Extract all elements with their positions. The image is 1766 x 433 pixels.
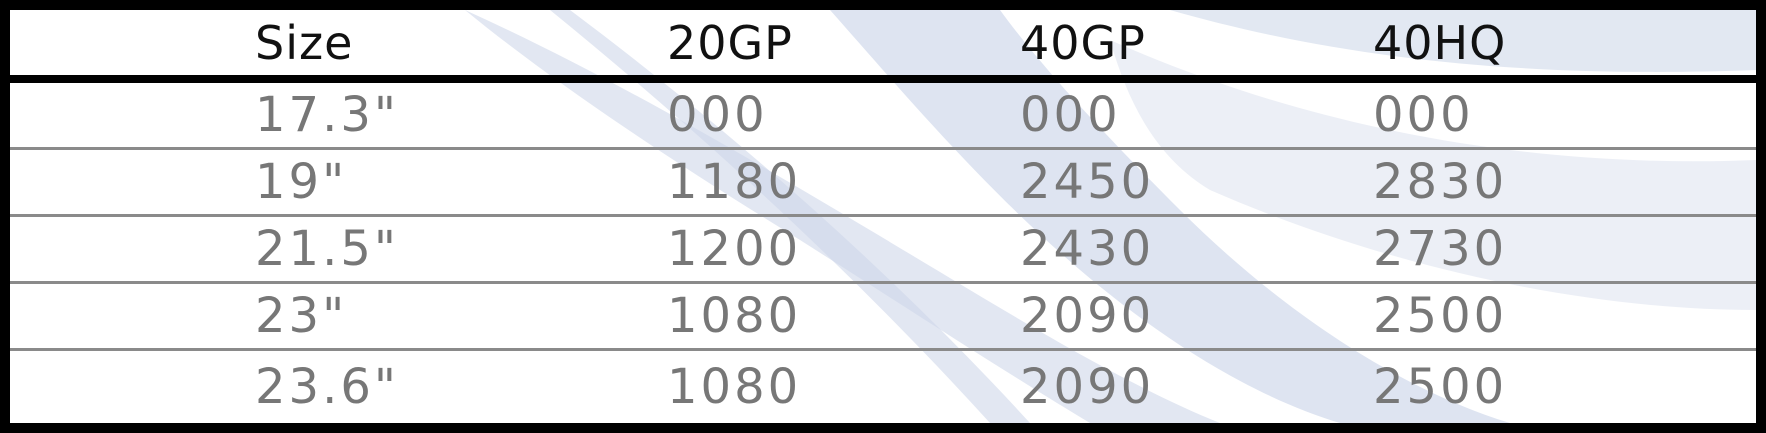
header-size: Size [255, 15, 354, 70]
cell-20gp: 000 [667, 87, 768, 143]
cell-40hq: 000 [1373, 87, 1474, 143]
cell-40hq: 2500 [1373, 359, 1508, 415]
cell-40hq: 2500 [1373, 288, 1508, 344]
header-40hq: 40HQ [1373, 15, 1507, 70]
row-divider [10, 348, 1756, 351]
header-40gp: 40GP [1020, 15, 1146, 70]
row-divider [10, 281, 1756, 284]
cell-40gp: 000 [1020, 87, 1121, 143]
cell-20gp: 1180 [667, 154, 802, 210]
cell-20gp: 1080 [667, 359, 802, 415]
table-row: 21.5" 1200 2430 2730 [10, 217, 1756, 281]
header-20gp: 20GP [667, 15, 793, 70]
row-divider [10, 214, 1756, 217]
table-row: 17.3" 000 000 000 [10, 83, 1756, 147]
cell-40gp: 2090 [1020, 288, 1155, 344]
cell-40hq: 2830 [1373, 154, 1508, 210]
cell-40hq: 2730 [1373, 221, 1508, 277]
cell-40gp: 2430 [1020, 221, 1155, 277]
row-divider [10, 147, 1756, 150]
header-divider [10, 75, 1756, 83]
table-row: 23.6" 1080 2090 2500 [10, 351, 1756, 423]
table-row: 23" 1080 2090 2500 [10, 284, 1756, 348]
table-header-row: Size 20GP 40GP 40HQ [10, 10, 1756, 75]
swoosh-band-3 [1170, 10, 1756, 72]
table-row: 19" 1180 2450 2830 [10, 150, 1756, 214]
cell-size: 23" [255, 288, 348, 344]
cell-40gp: 2090 [1020, 359, 1155, 415]
cell-20gp: 1080 [667, 288, 802, 344]
cell-size: 19" [255, 154, 348, 210]
cell-size: 21.5" [255, 221, 399, 277]
cell-40gp: 2450 [1020, 154, 1155, 210]
cell-size: 23.6" [255, 359, 399, 415]
swoosh-band-4 [1110, 40, 1756, 310]
cell-size: 17.3" [255, 87, 399, 143]
cell-20gp: 1200 [667, 221, 802, 277]
